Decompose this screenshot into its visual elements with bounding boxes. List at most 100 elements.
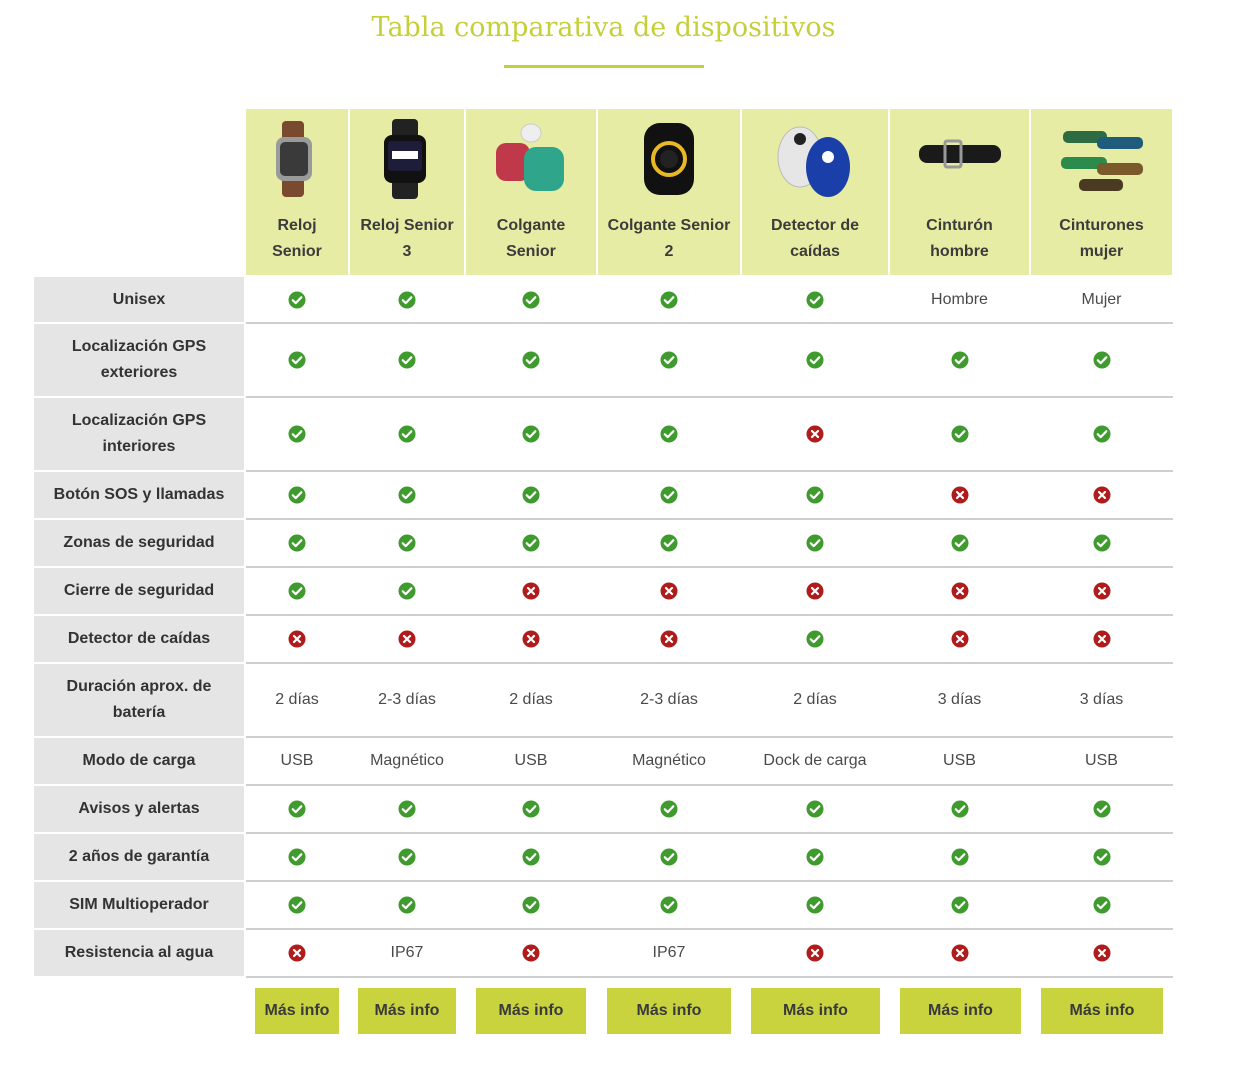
check-cell	[890, 834, 1029, 880]
check-cell	[246, 520, 348, 566]
check-circle-icon	[1093, 351, 1110, 369]
cross-cell	[1031, 568, 1172, 614]
watch-brown-strap-image	[276, 121, 312, 197]
cross-circle-icon	[1093, 630, 1110, 648]
device-image	[466, 109, 596, 209]
cell-value: Hombre	[931, 290, 988, 308]
check-cell	[598, 786, 740, 832]
check-cell	[742, 277, 888, 322]
row-divider	[246, 880, 1173, 882]
check-circle-icon	[806, 800, 824, 818]
cell-value: 3 días	[937, 691, 982, 708]
check-cell	[246, 882, 348, 928]
check-circle-icon	[806, 848, 824, 866]
check-cell	[466, 786, 596, 832]
table-cell: Magnético	[350, 738, 464, 784]
cross-circle-icon	[1093, 944, 1110, 962]
check-cell	[466, 324, 596, 396]
check-circle-icon	[660, 425, 678, 443]
device-image	[246, 109, 348, 209]
check-cell	[350, 882, 464, 928]
check-circle-icon	[288, 291, 306, 308]
check-cell	[466, 277, 596, 322]
check-circle-icon	[951, 351, 968, 369]
check-cell	[350, 834, 464, 880]
check-circle-icon	[951, 896, 968, 914]
mas-info-button[interactable]: Más info	[900, 988, 1021, 1034]
mas-info-button[interactable]: Más info	[607, 988, 731, 1034]
check-cell	[466, 834, 596, 880]
table-cell: IP67	[598, 930, 740, 976]
check-circle-icon	[806, 630, 824, 648]
check-circle-icon	[660, 351, 678, 369]
row-divider	[246, 976, 1173, 978]
check-circle-icon	[288, 351, 306, 369]
device-name: Colgante Senior	[496, 217, 566, 260]
check-circle-icon	[806, 486, 824, 504]
cell-value: 3 días	[1079, 691, 1124, 708]
check-cell	[742, 472, 888, 518]
row-divider	[246, 470, 1173, 472]
cell-value: 2-3 días	[378, 691, 436, 708]
row-divider	[246, 614, 1173, 616]
check-cell	[742, 520, 888, 566]
check-cell	[598, 520, 740, 566]
table-cell: 2 días	[246, 664, 348, 736]
row-divider	[246, 322, 1173, 324]
pendants-red-teal-image	[496, 123, 564, 191]
check-circle-icon	[522, 848, 540, 866]
device-header: Colgante Senior	[466, 109, 596, 275]
mas-info-button[interactable]: Más info	[358, 988, 456, 1034]
check-cell	[742, 882, 888, 928]
check-circle-icon	[398, 800, 416, 818]
cross-cell	[466, 568, 596, 614]
cross-circle-icon	[288, 630, 306, 648]
belts-colored-image	[1060, 131, 1143, 191]
feature-label: Avisos y alertas	[34, 786, 244, 832]
feature-label: Unisex	[34, 277, 244, 322]
check-cell	[246, 472, 348, 518]
feature-label: 2 años de garantía	[34, 834, 244, 880]
check-circle-icon	[660, 800, 678, 818]
check-circle-icon	[951, 848, 968, 866]
belt-black-image	[918, 139, 1001, 169]
cross-circle-icon	[522, 630, 540, 648]
feature-label: Resistencia al agua	[34, 930, 244, 976]
watch-black-display-image	[384, 119, 426, 199]
mas-info-button[interactable]: Más info	[751, 988, 880, 1034]
mas-info-button[interactable]: Más info	[255, 988, 339, 1034]
check-circle-icon	[398, 896, 416, 914]
feature-label: SIM Multioperador	[34, 882, 244, 928]
table-cell: 2-3 días	[598, 664, 740, 736]
row-divider	[246, 784, 1173, 786]
mas-info-button[interactable]: Más info	[476, 988, 586, 1034]
feature-label: Modo de carga	[34, 738, 244, 784]
cross-circle-icon	[806, 582, 824, 600]
check-circle-icon	[951, 800, 968, 818]
table-cell: USB	[1031, 738, 1172, 784]
check-cell	[466, 882, 596, 928]
pendant-black-ring-image	[644, 123, 694, 195]
table-cell: 3 días	[1031, 664, 1172, 736]
cross-cell	[246, 930, 348, 976]
check-cell	[598, 398, 740, 470]
check-circle-icon	[522, 534, 540, 552]
feature-label: Zonas de seguridad	[34, 520, 244, 566]
device-name: Reloj Senior 3	[360, 217, 454, 260]
check-cell	[742, 834, 888, 880]
check-circle-icon	[660, 534, 678, 552]
cross-cell	[742, 398, 888, 470]
page-title: Tabla comparativa de dispositivos	[371, 12, 836, 43]
check-circle-icon	[660, 896, 678, 914]
table-cell: 3 días	[890, 664, 1029, 736]
cross-cell	[466, 930, 596, 976]
table-cell: 2-3 días	[350, 664, 464, 736]
mas-info-button[interactable]: Más info	[1041, 988, 1163, 1034]
cell-value: 2 días	[509, 691, 553, 708]
cell-value: USB	[280, 752, 314, 769]
check-circle-icon	[398, 291, 416, 308]
check-cell	[350, 277, 464, 322]
device-name: Detector de caídas	[770, 217, 860, 260]
cell-value: IP67	[652, 944, 686, 961]
cross-cell	[1031, 930, 1172, 976]
